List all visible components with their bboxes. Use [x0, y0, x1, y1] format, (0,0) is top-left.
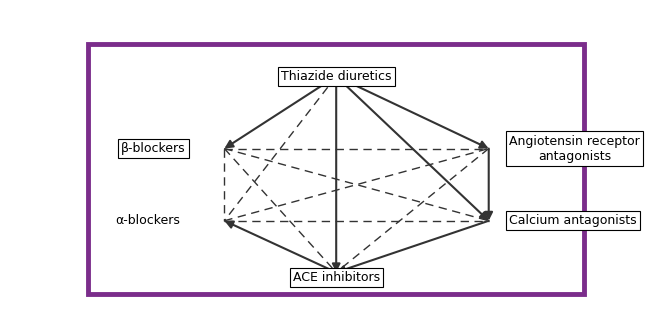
Text: ACE inhibitors: ACE inhibitors [293, 271, 380, 284]
Text: Thiazide diuretics: Thiazide diuretics [281, 70, 392, 83]
Text: β-blockers: β-blockers [121, 142, 186, 155]
Text: Calcium antagonists: Calcium antagonists [509, 214, 637, 227]
Text: Angiotensin receptor
antagonists: Angiotensin receptor antagonists [509, 135, 640, 162]
Text: α-blockers: α-blockers [115, 214, 180, 227]
